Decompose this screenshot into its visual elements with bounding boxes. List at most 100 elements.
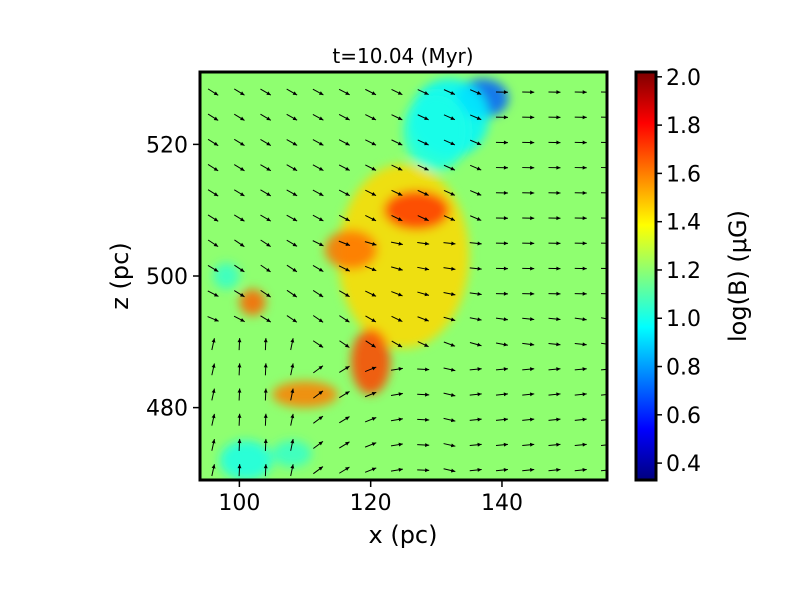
field-arrow: [417, 139, 429, 146]
arrow-head: [450, 367, 456, 372]
arrow-head: [556, 190, 561, 195]
arrow-head: [345, 292, 350, 297]
arrow-head: [530, 165, 535, 170]
field-arrow: [469, 292, 482, 296]
arrow-head: [582, 467, 587, 472]
arrow-head: [318, 441, 323, 446]
field-arrow: [391, 291, 403, 297]
field-arrow: [469, 367, 482, 372]
field-arrow: [443, 139, 456, 146]
arrow-head: [345, 366, 350, 370]
field-arrow: [495, 241, 508, 246]
field-arrow: [312, 315, 324, 323]
field-arrow: [286, 164, 298, 172]
field-arrow: [338, 265, 351, 272]
field-arrow: [339, 390, 350, 399]
field-arrow: [469, 114, 482, 121]
field-arrow: [233, 189, 245, 197]
arrow-head: [318, 116, 324, 121]
field-arrow: [338, 114, 350, 121]
arrow-head: [582, 216, 587, 221]
arrow-head: [345, 91, 350, 95]
colorbar-tick-label: 1.0: [666, 307, 701, 332]
field-arrow: [237, 388, 242, 401]
arrow-head: [503, 317, 508, 322]
arrow-head: [398, 367, 403, 371]
arrow-head: [450, 91, 455, 95]
field-arrow: [207, 88, 219, 96]
arrow-head: [266, 293, 271, 298]
arrow-head: [318, 217, 324, 221]
arrow-head: [213, 192, 219, 197]
arrow-head: [318, 192, 324, 196]
arrow-head: [240, 116, 245, 121]
arrow-head: [318, 343, 324, 348]
field-arrow: [365, 88, 377, 96]
field-arrow: [263, 363, 268, 376]
arrow-head: [424, 217, 429, 221]
field-arrow: [574, 392, 587, 397]
field-arrow: [600, 242, 607, 244]
arrow-head: [609, 317, 613, 321]
colorbar-tick-label: 1.6: [666, 162, 701, 187]
arrow-head: [397, 116, 403, 120]
field-arrow: [548, 140, 561, 145]
arrow-head: [318, 466, 323, 471]
field-arrow: [522, 266, 535, 271]
field-arrow: [417, 164, 429, 171]
arrow-head: [237, 338, 242, 343]
arrow-head: [476, 141, 482, 146]
arrow-head: [503, 266, 508, 271]
arrow-head: [556, 442, 561, 447]
arrow-head: [609, 216, 613, 220]
field-arrow: [338, 214, 350, 222]
field-arrow: [600, 167, 607, 169]
field-arrow: [443, 241, 456, 246]
field-arrow: [211, 413, 216, 426]
field-arrow: [469, 164, 482, 171]
field-arrow: [574, 190, 587, 195]
arrow-head: [424, 241, 430, 246]
arrow-head: [503, 140, 508, 145]
colorbar-tick-label: 1.8: [666, 114, 701, 139]
arrow-head: [556, 216, 561, 221]
field-arrow: [260, 88, 272, 96]
field-arrow: [495, 467, 508, 472]
arrow-head: [344, 318, 350, 323]
arrow-head: [477, 317, 482, 322]
arrow-head: [424, 191, 429, 196]
field-arrow: [237, 363, 242, 376]
field-arrow: [391, 164, 403, 171]
arrow-head: [239, 242, 245, 247]
arrow-head: [556, 90, 561, 95]
arrow-head: [240, 91, 245, 96]
arrow-head: [424, 292, 429, 297]
arrow-head: [424, 343, 429, 347]
arrow-head: [318, 166, 324, 171]
arrow-head: [263, 413, 268, 418]
field-arrow: [339, 315, 350, 323]
arrow-head: [556, 317, 561, 322]
field-arrow: [469, 89, 482, 95]
field-arrow: [207, 189, 219, 197]
field-arrow: [312, 290, 324, 298]
field-arrow: [417, 215, 429, 222]
arrow-head: [213, 267, 219, 272]
field-arrow: [574, 367, 587, 372]
arrow-head: [609, 267, 613, 271]
arrow-head: [211, 439, 216, 444]
field-arrow: [548, 467, 561, 472]
arrow-head: [582, 392, 587, 397]
field-arrow: [312, 340, 324, 348]
field-arrow: [364, 467, 377, 473]
arrow-head: [424, 91, 429, 95]
arrow-head: [214, 317, 219, 322]
colorbar-tick-label: 2.0: [666, 66, 701, 91]
field-arrow: [600, 116, 607, 118]
field-arrow: [469, 442, 482, 447]
heatmap-region: [219, 440, 273, 480]
arrow-head: [371, 467, 377, 472]
arrow-head: [609, 141, 613, 145]
arrow-head: [582, 241, 587, 246]
arrow-head: [582, 90, 587, 95]
